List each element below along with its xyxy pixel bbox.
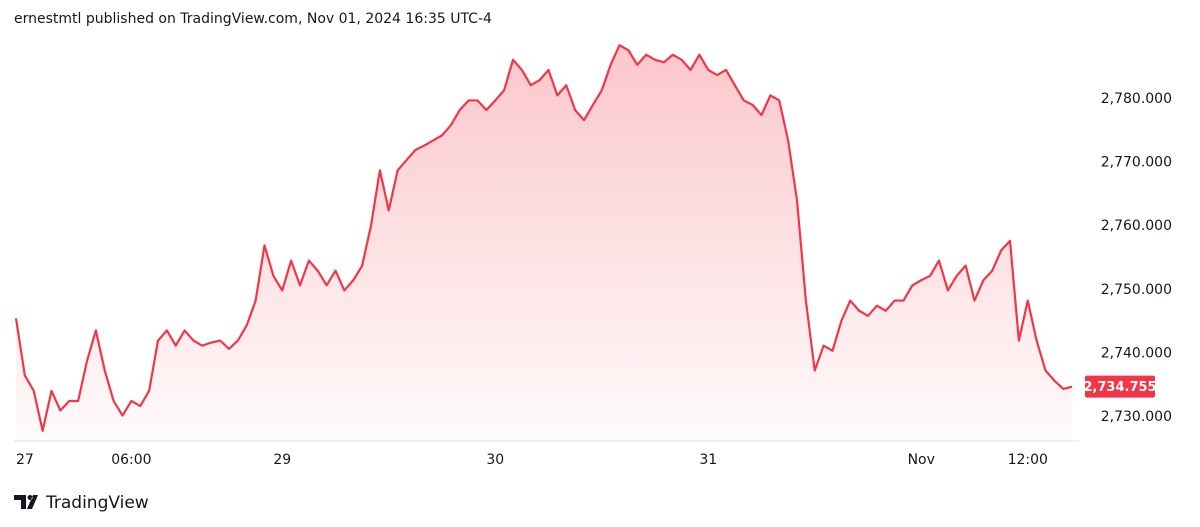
y-tick-label: 2,760.000	[1101, 218, 1172, 234]
x-tick-label: 06:00	[111, 452, 151, 468]
x-tick-label: 30	[486, 452, 504, 468]
logo	[14, 495, 38, 509]
y-tick-label: 2,730.000	[1101, 409, 1172, 425]
x-tick-label: 12:00	[1008, 452, 1048, 468]
y-tick-label: 2,780.000	[1101, 91, 1172, 107]
chart-title: ernestmtl published on TradingView.com, …	[14, 11, 492, 27]
x-tick-label: Nov	[908, 452, 935, 468]
x-tick-label: 27	[16, 452, 34, 468]
price-line	[14, 44, 1073, 432]
y-tick-label: 2,740.000	[1101, 345, 1172, 361]
last-price-badge	[1085, 375, 1155, 398]
last-price-label: 2,734.755	[1083, 380, 1156, 395]
y-tick-label: 2,770.000	[1101, 155, 1172, 171]
brand[interactable]: TradingView	[45, 493, 149, 513]
x-tick-label: 29	[273, 452, 291, 468]
y-tick-label: 2,750.000	[1101, 282, 1172, 298]
area-fill	[16, 45, 1073, 442]
x-tick-label: 31	[699, 452, 717, 468]
